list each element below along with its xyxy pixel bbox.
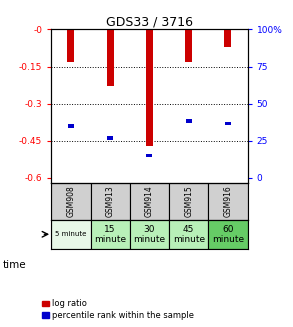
Text: GSM908: GSM908 bbox=[67, 185, 75, 217]
Text: GSM915: GSM915 bbox=[184, 185, 193, 217]
Bar bbox=[146, 29, 153, 146]
Text: GSM916: GSM916 bbox=[224, 185, 232, 217]
Bar bbox=[225, 122, 231, 125]
Bar bbox=[107, 136, 113, 140]
Bar bbox=[169, 220, 208, 249]
Text: GSM913: GSM913 bbox=[106, 185, 115, 217]
Bar bbox=[208, 220, 248, 249]
Legend: log ratio, percentile rank within the sample: log ratio, percentile rank within the sa… bbox=[42, 300, 194, 319]
Bar bbox=[130, 183, 169, 220]
Bar bbox=[67, 29, 74, 61]
Text: 30
minute: 30 minute bbox=[133, 225, 166, 244]
Text: 15
minute: 15 minute bbox=[94, 225, 126, 244]
Bar bbox=[146, 154, 152, 157]
Bar bbox=[91, 183, 130, 220]
Text: time: time bbox=[3, 260, 27, 270]
Bar bbox=[208, 183, 248, 220]
Bar bbox=[185, 29, 192, 61]
Bar bbox=[68, 124, 74, 128]
Bar bbox=[169, 183, 208, 220]
Bar bbox=[130, 220, 169, 249]
Text: 60
minute: 60 minute bbox=[212, 225, 244, 244]
Text: 45
minute: 45 minute bbox=[173, 225, 205, 244]
Bar bbox=[107, 29, 114, 86]
Bar bbox=[51, 220, 91, 249]
Text: 5 minute: 5 minute bbox=[55, 231, 87, 237]
Bar bbox=[186, 119, 192, 123]
Bar bbox=[224, 29, 231, 47]
Bar bbox=[51, 183, 91, 220]
Bar bbox=[91, 220, 130, 249]
Text: GSM914: GSM914 bbox=[145, 185, 154, 217]
Title: GDS33 / 3716: GDS33 / 3716 bbox=[106, 15, 193, 28]
